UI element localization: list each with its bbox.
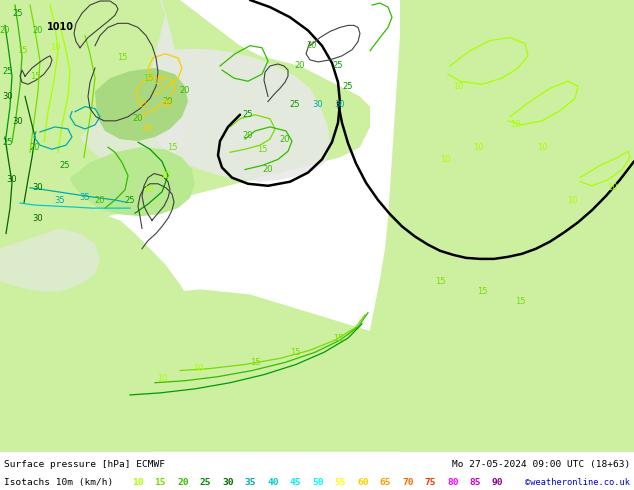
Polygon shape: [0, 228, 100, 292]
Polygon shape: [0, 0, 370, 239]
Text: 45: 45: [143, 124, 153, 133]
Text: 40: 40: [267, 478, 278, 487]
Text: Mo 27-05-2024 09:00 UTC (18+63): Mo 27-05-2024 09:00 UTC (18+63): [452, 460, 630, 469]
Text: 15: 15: [155, 478, 166, 487]
Polygon shape: [145, 0, 330, 182]
Text: 20: 20: [133, 114, 143, 123]
Text: 30: 30: [222, 478, 233, 487]
Text: 25: 25: [333, 61, 343, 71]
Text: 10: 10: [567, 196, 577, 204]
Text: 25: 25: [60, 161, 70, 170]
Text: 25: 25: [125, 196, 135, 204]
Text: 20: 20: [94, 196, 105, 204]
Text: 15: 15: [30, 72, 40, 81]
Polygon shape: [95, 68, 188, 141]
Text: 10: 10: [193, 364, 204, 373]
Polygon shape: [0, 0, 210, 452]
Text: 15: 15: [153, 77, 163, 86]
Text: 45: 45: [163, 100, 173, 109]
Text: Isotachs 10m (km/h): Isotachs 10m (km/h): [4, 478, 113, 487]
Text: 20: 20: [243, 130, 253, 140]
Text: 25: 25: [3, 67, 13, 75]
Text: 75: 75: [425, 478, 436, 487]
Text: 15: 15: [257, 145, 268, 154]
Text: 20: 20: [177, 478, 188, 487]
Text: 20: 20: [307, 41, 317, 50]
Text: 15: 15: [117, 53, 127, 62]
Text: 90: 90: [492, 478, 503, 487]
Text: 25: 25: [343, 82, 353, 91]
Text: 60: 60: [357, 478, 368, 487]
Text: 15: 15: [515, 297, 525, 306]
Text: 20: 20: [163, 97, 173, 106]
Text: 15: 15: [435, 277, 445, 286]
Text: 1010: 1010: [46, 23, 74, 32]
Text: 10: 10: [607, 183, 618, 192]
Text: 25: 25: [290, 100, 301, 109]
Text: 35: 35: [80, 194, 90, 202]
Text: 35: 35: [55, 196, 65, 204]
Text: 30: 30: [33, 183, 43, 192]
Text: 10: 10: [157, 374, 167, 383]
Text: 15: 15: [290, 348, 301, 357]
Text: 20: 20: [33, 26, 43, 35]
Text: 25: 25: [3, 138, 13, 147]
Polygon shape: [0, 289, 634, 452]
Text: 20: 20: [180, 86, 190, 95]
Text: ©weatheronline.co.uk: ©weatheronline.co.uk: [525, 478, 630, 487]
Text: 85: 85: [470, 478, 481, 487]
Text: 10: 10: [473, 143, 483, 152]
Text: 70: 70: [402, 478, 413, 487]
Text: 15: 15: [137, 100, 147, 109]
Text: 15: 15: [16, 46, 27, 55]
Text: 10: 10: [510, 121, 521, 129]
Text: 50: 50: [312, 478, 323, 487]
Text: Surface pressure [hPa] ECMWF: Surface pressure [hPa] ECMWF: [4, 460, 165, 469]
Text: 30: 30: [313, 100, 323, 109]
Text: 10: 10: [160, 171, 171, 180]
Text: 20: 20: [30, 143, 40, 152]
Text: 20: 20: [0, 26, 10, 35]
Text: 15: 15: [250, 358, 260, 367]
Text: 25: 25: [243, 110, 253, 119]
Text: 10: 10: [537, 143, 547, 152]
Text: 10: 10: [132, 478, 143, 487]
Text: 20: 20: [295, 61, 305, 71]
Text: 35: 35: [245, 478, 256, 487]
Text: 55: 55: [335, 478, 346, 487]
Text: 45: 45: [290, 478, 301, 487]
Text: 15: 15: [143, 74, 153, 83]
Text: 15: 15: [167, 143, 178, 152]
Text: 30: 30: [13, 117, 23, 126]
Text: 30: 30: [335, 100, 346, 109]
Polygon shape: [80, 101, 185, 168]
Text: 10: 10: [440, 155, 450, 164]
Polygon shape: [70, 147, 195, 216]
Text: 30: 30: [33, 214, 43, 223]
Text: 10: 10: [49, 43, 60, 52]
Text: 15: 15: [333, 334, 343, 343]
Text: 10: 10: [143, 185, 153, 195]
Text: 80: 80: [447, 478, 458, 487]
Text: 30: 30: [3, 92, 13, 101]
Text: 25: 25: [200, 478, 211, 487]
Text: 20: 20: [262, 165, 273, 174]
Polygon shape: [0, 0, 80, 198]
Text: 25: 25: [13, 9, 23, 18]
Text: 20: 20: [280, 135, 290, 144]
Polygon shape: [365, 0, 634, 452]
Text: 10: 10: [453, 82, 463, 91]
Text: 65: 65: [380, 478, 391, 487]
Text: 30: 30: [7, 175, 17, 184]
Text: 15: 15: [477, 287, 488, 296]
